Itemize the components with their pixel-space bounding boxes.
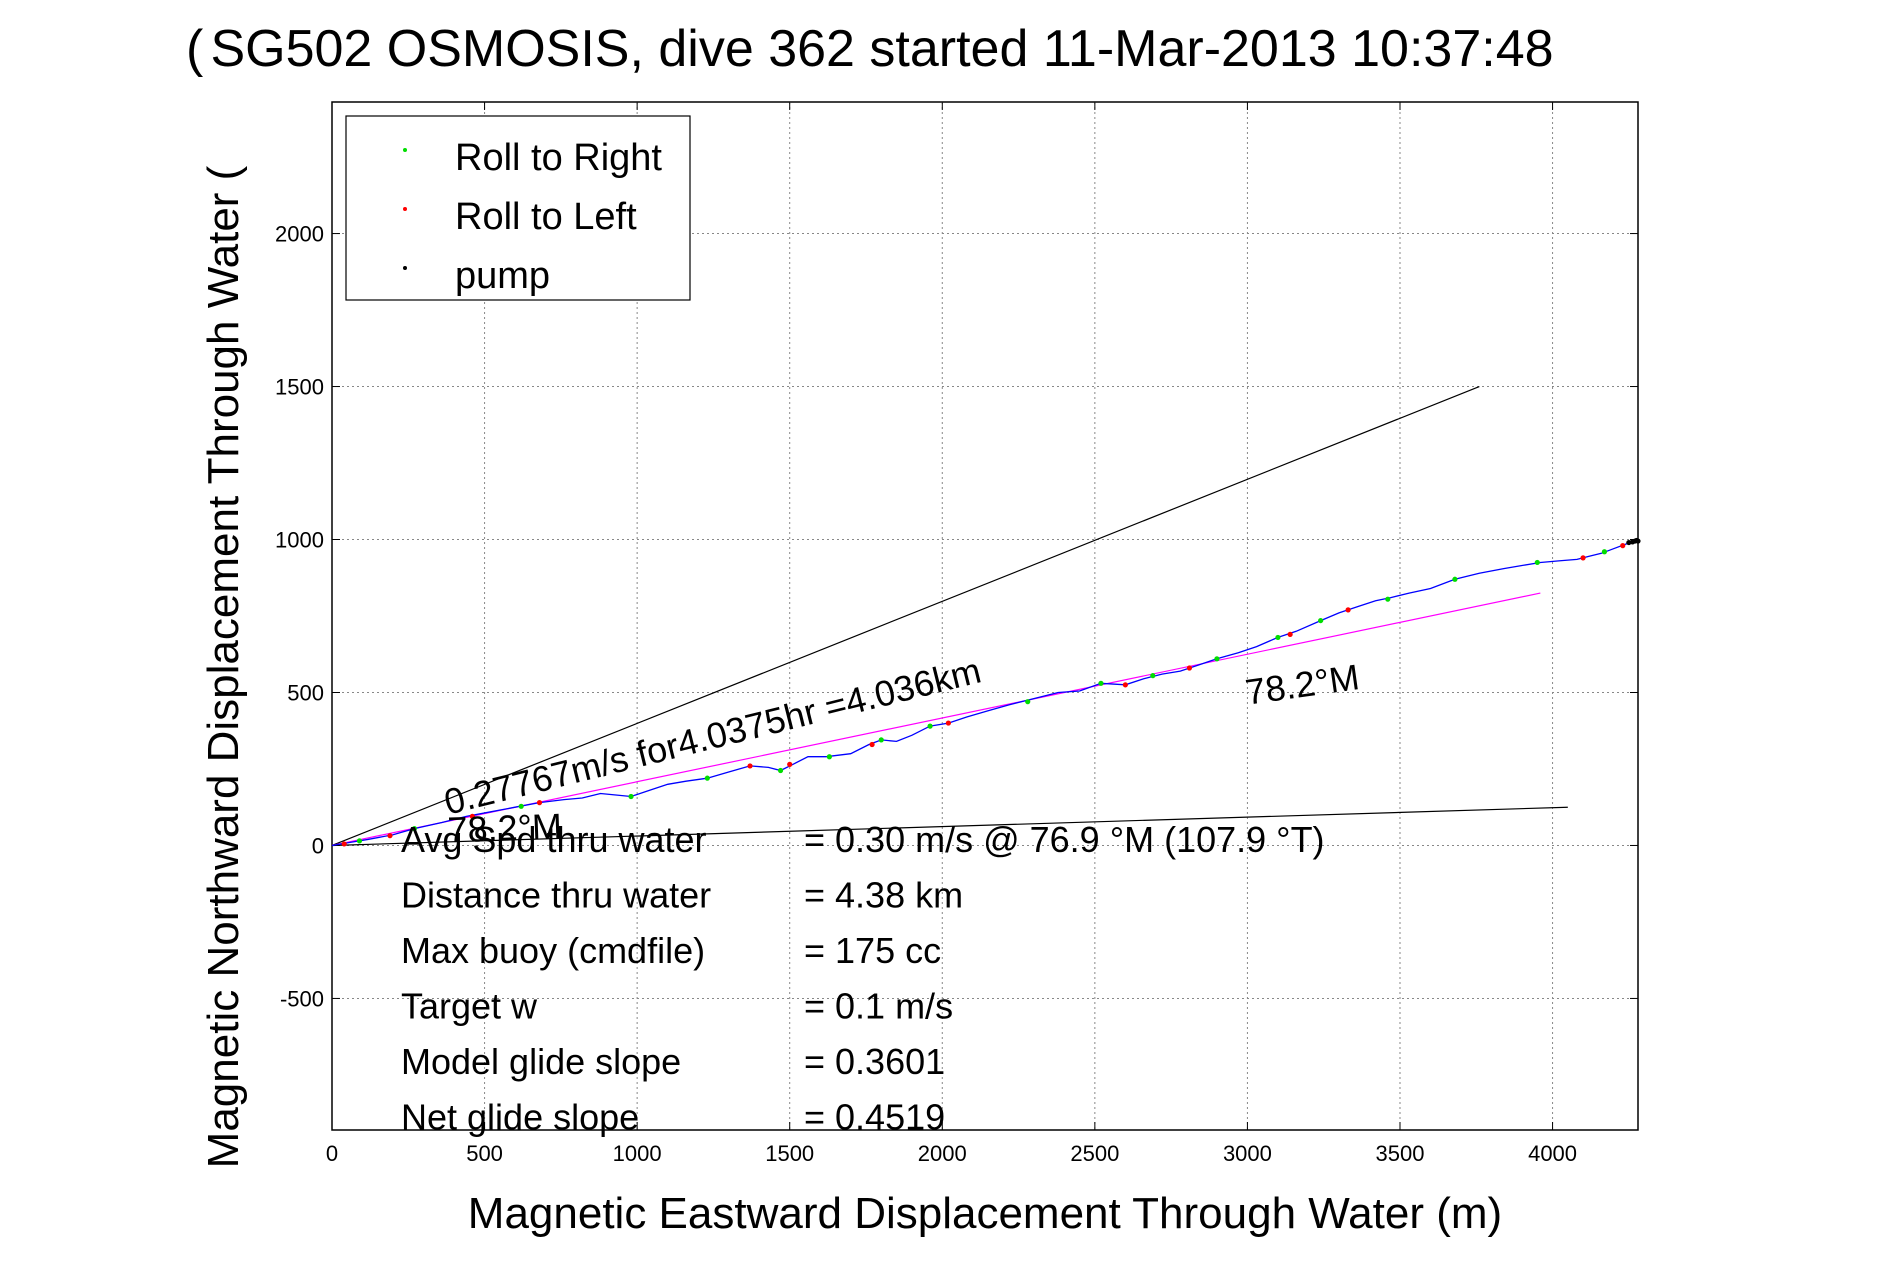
y-axis-label: Magnetic Northward Displacement Through … xyxy=(199,165,248,1168)
stat-label: Distance thru water xyxy=(401,875,711,916)
roll-left-point xyxy=(536,800,543,806)
stat-value: = 0.30 m/s @ 76.9 °M (107.9 °T) xyxy=(804,819,1325,860)
x-tick-label: 3500 xyxy=(1376,1141,1425,1166)
roll-left-point xyxy=(747,763,753,769)
roll-right-point xyxy=(1214,656,1220,662)
roll-right-point xyxy=(826,754,832,760)
legend-label-roll-left: Roll to Left xyxy=(455,196,637,238)
pump-point xyxy=(1635,538,1641,544)
y-tick-label: 1000 xyxy=(275,528,324,553)
legend-marker-pump xyxy=(403,266,407,270)
title-overlap-glyph: ( xyxy=(186,20,204,78)
stat-label: Model glide slope xyxy=(401,1041,681,1082)
y-tick-label: 2000 xyxy=(275,222,324,247)
roll-left-point xyxy=(1620,543,1626,549)
roll-left-point xyxy=(1186,665,1193,671)
x-ticks: 0 500 1000 1500 2000 2500 3000 3500 4000 xyxy=(326,102,1577,1166)
stat-label: Target w xyxy=(401,986,538,1027)
roll-left-point xyxy=(469,813,475,819)
roll-right-point xyxy=(518,803,524,809)
stat-value: = 4.38 km xyxy=(804,875,963,916)
roll-right-point xyxy=(1601,549,1608,555)
x-tick-label: 500 xyxy=(466,1141,503,1166)
heading-line xyxy=(331,385,1480,847)
stat-value: = 0.1 m/s xyxy=(804,986,953,1027)
x-tick-label: 3000 xyxy=(1223,1141,1272,1166)
roll-left-point xyxy=(387,833,393,839)
roll-left-point xyxy=(1287,631,1293,637)
x-axis-label: Magnetic Eastward Displacement Through W… xyxy=(468,1189,1502,1238)
y-tick-label: -500 xyxy=(280,986,324,1011)
roll-right-point xyxy=(411,826,417,832)
roll-right-point xyxy=(1025,699,1031,705)
roll-left-point xyxy=(1345,607,1351,613)
x-tick-label: 4000 xyxy=(1528,1141,1577,1166)
legend-marker-roll-left xyxy=(403,207,407,211)
roll-left-point xyxy=(945,720,951,726)
x-tick-label: 2000 xyxy=(918,1141,967,1166)
stats-block: Avg Spd thru water = 0.30 m/s @ 76.9 °M (… xyxy=(401,819,1325,1138)
roll-right-point xyxy=(704,775,710,781)
heading-line xyxy=(331,806,1568,847)
roll-right-point xyxy=(777,767,784,774)
stat-label: Max buoy (cmdfile) xyxy=(401,930,705,971)
stat-value: = 175 cc xyxy=(804,930,941,971)
y-tick-label: 500 xyxy=(287,680,324,705)
roll-right-point xyxy=(1150,673,1156,679)
stat-label: Avg Spd thru water xyxy=(401,819,707,860)
roll-left-point xyxy=(1122,682,1128,688)
y-tick-label: 1500 xyxy=(275,375,324,400)
y-ticks: -500 0 500 1000 1500 2000 xyxy=(275,222,1638,1011)
roll-left-point xyxy=(869,741,875,748)
x-tick-label: 1000 xyxy=(613,1141,662,1166)
roll-left-point xyxy=(341,841,347,847)
y-tick-label: 0 xyxy=(312,833,324,858)
legend-label-roll-right: Roll to Right xyxy=(455,137,662,179)
stat-value: = 0.3601 xyxy=(804,1041,945,1082)
x-tick-label: 1500 xyxy=(765,1141,814,1166)
track-line xyxy=(331,540,1638,847)
legend-label-pump: pump xyxy=(455,255,550,297)
chart-title: SG502 OSMOSIS, dive 362 started 11-Mar-2… xyxy=(210,20,1553,78)
roll-right-point xyxy=(1385,596,1391,602)
roll-right-point xyxy=(1098,680,1104,686)
roll-left-point xyxy=(787,761,793,767)
x-tick-label: 0 xyxy=(326,1141,338,1166)
roll-right-point xyxy=(1275,634,1281,641)
stat-value: = 0.4519 xyxy=(804,1097,945,1138)
roll-left-point xyxy=(1580,555,1586,561)
x-tick-label: 2500 xyxy=(1070,1141,1119,1166)
roll-right-point xyxy=(1318,617,1324,624)
roll-right-point xyxy=(356,838,363,844)
legend-marker-roll-right xyxy=(403,148,407,152)
roll-right-point xyxy=(927,723,933,729)
roll-right-point xyxy=(628,793,634,800)
annotation-text: 78.2°M xyxy=(447,805,563,850)
roll-right-point xyxy=(1452,576,1458,582)
legend: Roll to Right Roll to Left pump xyxy=(345,115,691,301)
stat-label: Net glide slope xyxy=(401,1097,639,1138)
series-layer xyxy=(331,537,1641,847)
roll-right-point xyxy=(1534,559,1540,566)
roll-right-point xyxy=(878,737,884,743)
